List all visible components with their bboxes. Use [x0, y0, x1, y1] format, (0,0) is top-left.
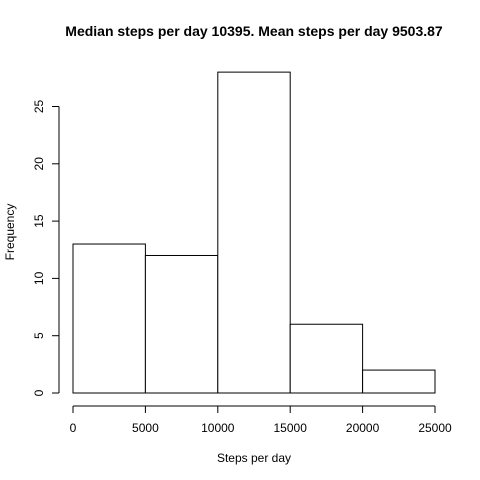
y-tick-label: 5 — [32, 332, 46, 339]
x-tick-label: 10000 — [201, 421, 235, 435]
chart-title: Median steps per day 10395. Mean steps p… — [65, 23, 443, 39]
x-tick-label: 15000 — [274, 421, 308, 435]
x-axis: 0 5000 10000 15000 20000 25000 — [70, 405, 452, 435]
histogram-bar-3 — [217, 71, 291, 394]
histogram-bar-5 — [362, 369, 436, 394]
bars-group — [72, 71, 436, 394]
histogram-bar-1 — [72, 243, 146, 394]
y-axis: 0 5 10 15 20 25 — [32, 100, 60, 396]
histogram-bar-2 — [144, 254, 219, 394]
x-axis-label: Steps per day — [217, 451, 291, 465]
x-tick-label: 5000 — [132, 421, 159, 435]
x-tick-label: 25000 — [418, 421, 452, 435]
y-tick-label: 0 — [32, 389, 46, 396]
histogram-bar-4 — [289, 323, 364, 394]
y-tick-label: 15 — [32, 214, 46, 228]
x-tick-label: 20000 — [346, 421, 380, 435]
x-tick-label: 0 — [70, 421, 77, 435]
y-tick-label: 10 — [32, 271, 46, 285]
y-tick-label: 25 — [32, 100, 46, 114]
y-axis-label: Frequency — [3, 204, 17, 261]
y-tick-label: 20 — [32, 157, 46, 171]
